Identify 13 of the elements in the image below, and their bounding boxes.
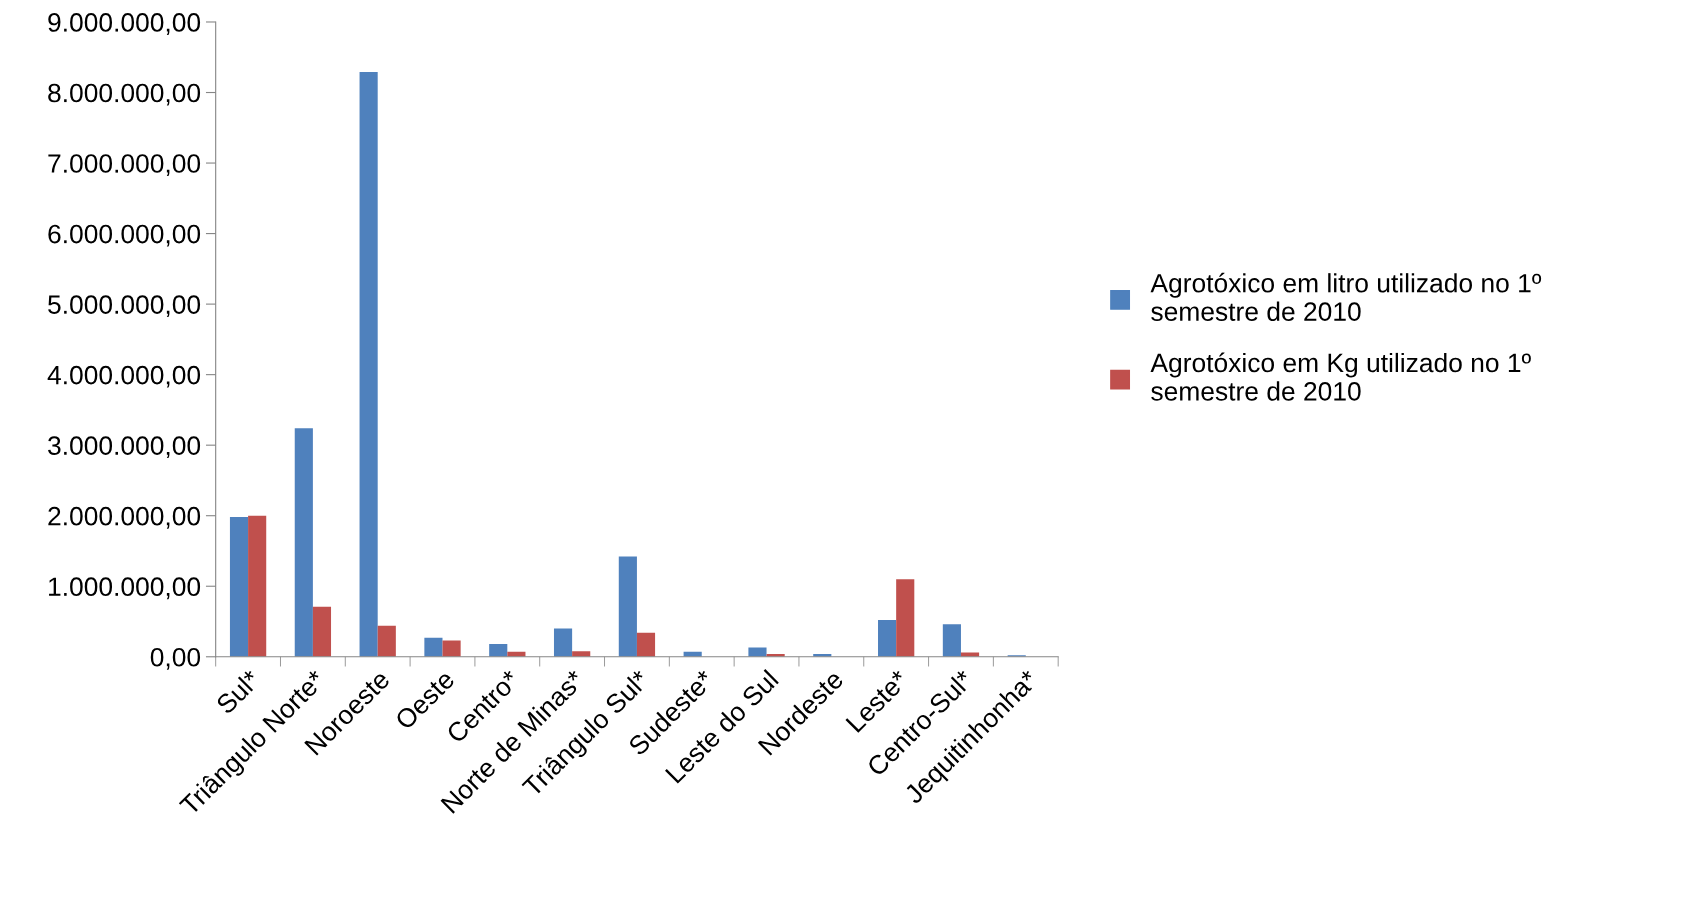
legend-label: Agrotóxico em litro utilizado no 1º semestre de 2010 [1150,272,1542,321]
y-tick-label: 6.000.000,00 [48,224,201,247]
y-tick-label: 0,00 [150,647,201,670]
y-tick-label: 9.000.000,00 [48,13,201,35]
y-tick-label: 4.000.000,00 [47,365,201,388]
y-tick-label: 1.000.000,00 [49,577,201,600]
y-tick-label: 8.000.000,00 [48,83,201,106]
y-tick-label: 2.000.000,00 [48,506,201,529]
x-tick-label: Sul* [214,668,262,715]
y-tick-label: 5.000.000,00 [48,295,201,318]
y-tick-label: 7.000.000,00 [48,154,201,176]
legend-label: Agrotóxico em Kg utilizado no 1º semestre de 2010 [1150,352,1531,401]
y-tick-label: 3.000.000,00 [48,436,201,459]
